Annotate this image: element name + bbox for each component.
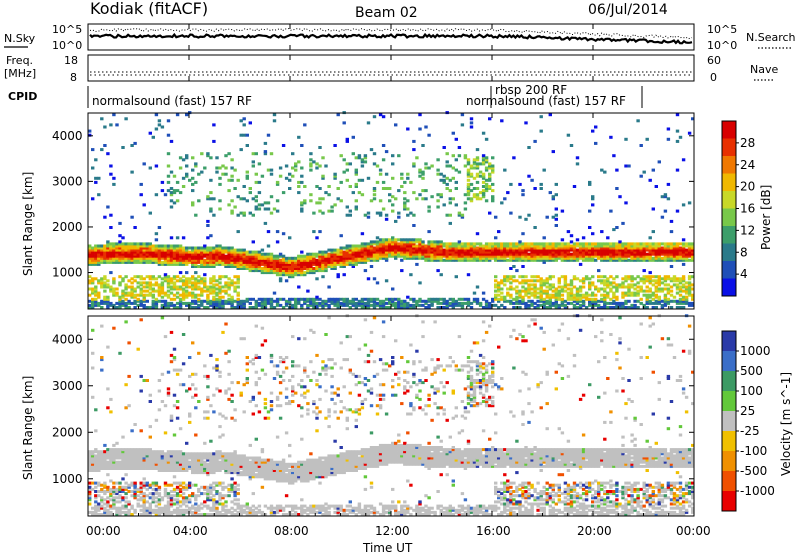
nave-tick-low: 0 [710,71,717,84]
colorbar-swatch [722,411,736,432]
time-tick-label: 00:00 [86,524,121,538]
colorbar-swatch [722,156,736,174]
colorbar-swatch [722,243,736,262]
cpid-panel: CPID normalsound (fast) 157 RF rbsp 200 … [8,83,643,108]
station-title: Kodiak (fitACF) [90,0,208,18]
nave-label: Nave [750,63,778,76]
colorbar-tick-label: 28 [740,136,755,150]
nsky-tick-low: 10^0 [52,39,82,52]
nave-tick-high: 60 [707,54,721,67]
velocity-cbar-label: Velocity [m s^-1] [779,372,793,476]
colorbar-swatch [722,331,736,352]
freq-tick-high: 18 [64,54,78,67]
colorbar-tick-label: 12 [740,223,755,237]
nsearch-tick-low: 10^0 [707,39,737,52]
colorbar-swatch [722,226,736,244]
colorbar-swatch [722,261,736,279]
velocity-colorbar: 1000 500 100 25 -25 -100 -500 -1000 [721,330,775,512]
velocity-panel: 1000 2000 3000 4000 Slant Range [km] 1000 50… [21,314,793,517]
colorbar-swatch [722,121,736,139]
range-tick-label: 4000 [52,129,83,143]
xaxis-label: Time UT [362,541,413,554]
time-tick-label: 12:00 [375,524,410,538]
freq-label-2: [MHz] [4,67,36,80]
colorbar-swatch [722,471,736,492]
colorbar-swatch [722,351,736,372]
colorbar-tick-label: -25 [740,424,760,438]
nsky-label: N.Sky [4,32,36,45]
colorbar-tick-label: -100 [740,444,767,458]
range-tick-label: 1000 [52,472,83,486]
colorbar-tick-label: 25 [740,404,755,418]
range-tick-label: 3000 [52,379,83,393]
freq-label-1: Freq. [6,54,33,67]
power-cbar-label: Power [dB] [759,185,773,250]
colorbar-swatch [722,138,736,157]
power-colorbar: 4 8 12 16 20 24 28 [721,120,755,297]
power-ylabel: Slant Range [km] [21,172,35,276]
colorbar-swatch [722,371,736,392]
cpid-label: CPID [8,90,37,103]
cpid-segment-3: normalsound (fast) 157 RF [466,94,626,108]
colorbar-tick-label: 20 [740,180,755,194]
velocity-ylabel: Slant Range [km] [21,376,35,480]
range-tick-label: 1000 [52,266,83,280]
time-axis: 00:00 04:00 08:00 12:00 16:00 20:00 00:00 [86,24,711,538]
cpid-segment-2: rbsp 200 RF [495,83,567,97]
time-tick-label: 08:00 [274,524,309,538]
power-data-cells [88,111,695,309]
colorbar-swatch [722,173,736,192]
colorbar-tick-label: 16 [740,202,755,216]
beam-title: Beam 02 [355,5,418,21]
noise-traces [89,27,693,45]
range-tick-label: 2000 [52,425,83,439]
colorbar-swatch [722,391,736,412]
time-tick-label: 00:00 [676,524,711,538]
colorbar-swatch [722,278,736,297]
colorbar-swatch [722,491,736,512]
range-tick-label: 3000 [52,174,83,188]
time-tick-label: 16:00 [476,524,511,538]
range-tick-label: 4000 [52,332,83,346]
colorbar-tick-label: 1000 [740,344,771,358]
colorbar-swatch [722,191,736,209]
nsky-trace [89,32,693,45]
colorbar-swatch [722,431,736,452]
freq-tick-low: 8 [70,71,77,84]
nsky-tick-high: 10^5 [52,23,82,36]
date-title: 06/Jul/2014 [588,2,668,18]
colorbar-swatch [722,208,736,227]
colorbar-swatch [722,451,736,472]
colorbar-tick-label: -1000 [740,484,775,498]
cpid-segment-1: normalsound (fast) 157 RF [92,94,252,108]
sky-search-panel: N.Sky 10^5 10^0 10^5 10^0 N.Search [4,23,796,52]
power-panel: 1000 2000 3000 4000 Slant Range [km] 4 8 12 16… [21,111,773,310]
colorbar-tick-label: -500 [740,464,767,478]
nsearch-label: N.Search [746,31,796,44]
colorbar-tick-label: 4 [740,267,748,281]
colorbar-tick-label: 100 [740,384,763,398]
velocity-yaxis: 1000 2000 3000 4000 [52,332,694,486]
nsearch-tick-high: 10^5 [707,23,737,36]
time-tick-label: 04:00 [173,524,208,538]
colorbar-tick-label: 500 [740,364,763,378]
colorbar-tick-label: 24 [740,158,755,172]
nsearch-trace [89,27,693,40]
velocity-data-cells [88,314,695,516]
colorbar-tick-label: 8 [740,245,748,259]
range-tick-label: 2000 [52,220,83,234]
time-tick-label: 20:00 [577,524,612,538]
power-yaxis: 1000 2000 3000 4000 [52,129,694,280]
